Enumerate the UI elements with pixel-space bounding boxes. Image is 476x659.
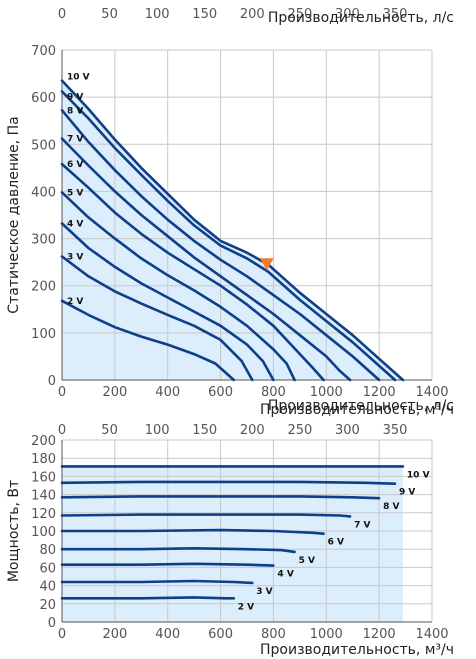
y-axis-label: Статическое давление, Па (6, 116, 22, 313)
y-tick-label: 0 (48, 616, 56, 631)
y-tick-label: 160 (31, 470, 56, 485)
x2-tick-label: 300 (335, 7, 360, 22)
y-tick-label: 80 (39, 543, 56, 558)
series-label: 4 V (277, 570, 293, 580)
x2-tick-label: 150 (192, 7, 217, 22)
x-axis-label: Производительность, м³/ч (260, 402, 454, 418)
y-tick-label: 20 (39, 598, 56, 613)
series-label: 8 V (383, 502, 399, 512)
y-tick-label: 100 (31, 327, 56, 342)
x-tick-label: 800 (261, 385, 286, 400)
x2-tick-label: 350 (383, 423, 408, 438)
y-tick-label: 0 (48, 374, 56, 389)
series-line-2v (60, 299, 236, 382)
x-tick-label: 1400 (415, 385, 448, 400)
series-line-5v (60, 547, 296, 554)
series-line-7v (60, 137, 352, 382)
series-label: 3 V (256, 587, 272, 597)
x-tick-label: 1200 (363, 627, 396, 642)
series-line-9v (60, 480, 397, 485)
x-tick-label: 600 (208, 627, 233, 642)
x2-axis-label: Производительность, л/с (268, 398, 454, 414)
x-tick-label: 1400 (415, 627, 448, 642)
x2-tick-label: 50 (101, 7, 118, 22)
series-line-6v (60, 528, 325, 535)
x-tick-label: 800 (261, 627, 286, 642)
series-line-5v (60, 191, 296, 382)
y-tick-label: 400 (31, 185, 56, 200)
x-tick-label: 600 (208, 385, 233, 400)
series-line-3v (60, 579, 254, 585)
x2-tick-label: 200 (240, 423, 265, 438)
series-line-8v (60, 109, 381, 382)
series-line-9v (60, 90, 397, 382)
y-tick-label: 300 (31, 233, 56, 248)
x-tick-label: 200 (102, 385, 127, 400)
x-tick-label: 1200 (363, 385, 396, 400)
series-line-3v (60, 255, 254, 382)
series-label: 5 V (67, 188, 83, 198)
x-axis-label: Производительность, м³/ч (260, 642, 454, 658)
y-axis-label: Мощность, Вт (6, 480, 22, 582)
x-tick-label: 0 (58, 627, 66, 642)
x2-tick-label: 100 (145, 423, 170, 438)
x2-tick-label: 350 (383, 7, 408, 22)
y-tick-label: 600 (31, 91, 56, 106)
y-tick-label: 120 (31, 507, 56, 522)
y-tick-label: 40 (39, 580, 56, 595)
x2-axis-label: Производительность, л/с (268, 10, 454, 26)
series-label: 7 V (67, 135, 83, 145)
series-label: 7 V (354, 520, 370, 530)
x2-tick-label: 150 (192, 423, 217, 438)
x2-tick-label: 250 (287, 423, 312, 438)
x2-tick-label: 100 (145, 7, 170, 22)
series-label: 2 V (238, 602, 254, 612)
y-tick-label: 700 (31, 44, 56, 59)
x2-tick-label: 0 (58, 7, 66, 22)
series-label: 4 V (67, 219, 83, 229)
series-label: 10 V (67, 73, 90, 83)
x-tick-label: 1000 (310, 627, 343, 642)
y-tick-label: 200 (31, 280, 56, 295)
series-line-7v (60, 513, 352, 518)
series-label: 3 V (67, 252, 83, 262)
series-label: 2 V (67, 297, 83, 307)
series-label: 6 V (328, 538, 344, 548)
y-tick-label: 60 (39, 561, 56, 576)
x-tick-label: 400 (155, 385, 180, 400)
y-tick-label: 100 (31, 525, 56, 540)
x2-tick-label: 300 (335, 423, 360, 438)
x-tick-label: 400 (155, 627, 180, 642)
x2-tick-label: 50 (101, 423, 118, 438)
series-line-4v (60, 222, 275, 382)
series-label: 9 V (67, 92, 83, 102)
y-tick-label: 140 (31, 489, 56, 504)
y-tick-label: 180 (31, 452, 56, 467)
y-tick-label: 200 (31, 434, 56, 449)
series-line-6v (60, 162, 325, 382)
x-tick-label: 0 (58, 385, 66, 400)
series-line-2v (60, 596, 236, 600)
series-label: 10 V (407, 470, 430, 480)
x2-tick-label: 250 (287, 7, 312, 22)
y-tick-label: 500 (31, 138, 56, 153)
operating-point-marker (259, 258, 274, 271)
series-label: 5 V (299, 556, 315, 566)
x-tick-label: 200 (102, 627, 127, 642)
series-line-4v (60, 562, 275, 567)
series-label: 6 V (67, 160, 83, 170)
x2-tick-label: 200 (240, 7, 265, 22)
x-tick-label: 1000 (310, 385, 343, 400)
x2-tick-label: 0 (58, 423, 66, 438)
series-line-10v (60, 79, 405, 382)
series-line-8v (60, 495, 381, 500)
series-label: 9 V (399, 488, 415, 498)
series-label: 8 V (67, 106, 83, 116)
